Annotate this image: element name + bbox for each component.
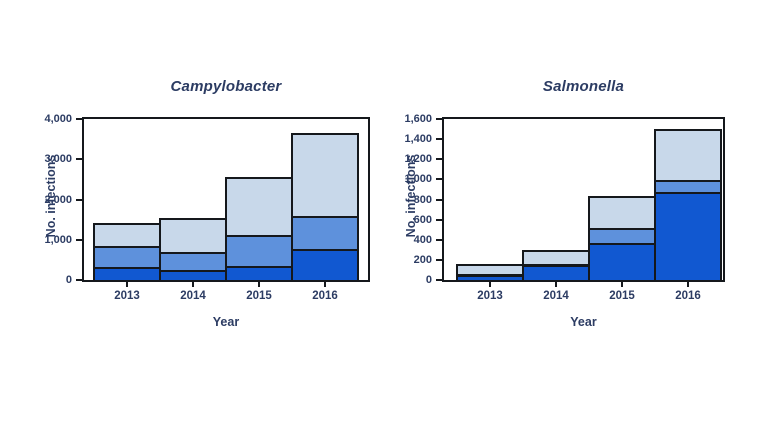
dark-blue-bottom-segment bbox=[95, 267, 159, 280]
x-tick-label-2016: 2016 bbox=[675, 290, 701, 302]
bar-2014 bbox=[159, 218, 227, 280]
y-axis-tick bbox=[436, 178, 442, 181]
x-axis-label: Year bbox=[212, 315, 240, 329]
y-tick-label: 1,000 bbox=[404, 173, 432, 186]
y-axis-tick bbox=[76, 158, 82, 161]
y-axis-tick bbox=[76, 238, 82, 241]
y-axis-tick bbox=[436, 258, 442, 261]
y-axis-tick bbox=[76, 198, 82, 201]
x-tick-label-2014: 2014 bbox=[180, 290, 206, 302]
x-axis-tick bbox=[555, 282, 557, 287]
y-axis-tick bbox=[436, 158, 442, 161]
y-axis-tick bbox=[436, 279, 442, 281]
y-axis-tick bbox=[436, 238, 442, 241]
dark-blue-bottom-segment bbox=[590, 243, 654, 280]
x-axis-tick bbox=[126, 282, 128, 287]
bar-2016 bbox=[291, 133, 359, 280]
x-tick-label-2014: 2014 bbox=[543, 290, 569, 302]
bar-2016 bbox=[654, 129, 722, 280]
x-axis-tick bbox=[687, 282, 689, 287]
bar-2013 bbox=[93, 223, 161, 280]
y-axis-tick bbox=[436, 138, 442, 141]
dark-blue-bottom-segment bbox=[227, 266, 291, 280]
y-axis-tick bbox=[436, 118, 442, 120]
y-tick-label: 600 bbox=[413, 213, 432, 226]
y-tick-label: 0 bbox=[65, 274, 72, 286]
x-tick-label-2013: 2013 bbox=[114, 290, 140, 302]
salmonella-chart: Salmonella No. infections Year 0 200 400 60… bbox=[385, 70, 745, 360]
x-axis-tick bbox=[192, 282, 194, 287]
x-tick-label-2015: 2015 bbox=[609, 290, 635, 302]
campylobacter-chart: Campylobacter No. infections Year 0 1,000… bbox=[25, 70, 385, 360]
bar-2015 bbox=[225, 177, 293, 280]
x-tick-label-2015: 2015 bbox=[246, 290, 272, 302]
x-axis-label: Year bbox=[570, 315, 597, 329]
x-tick-label-2013: 2013 bbox=[477, 290, 503, 302]
y-tick-label: 1,200 bbox=[404, 153, 432, 166]
plot-area bbox=[82, 117, 370, 282]
y-tick-label: 3,000 bbox=[44, 153, 72, 166]
dark-blue-bottom-segment bbox=[293, 249, 357, 280]
bar-2015 bbox=[588, 196, 656, 280]
y-tick-label: 0 bbox=[425, 274, 432, 286]
x-tick-label-2016: 2016 bbox=[312, 290, 338, 302]
x-axis-tick bbox=[258, 282, 260, 287]
y-tick-label: 1,000 bbox=[44, 233, 72, 246]
y-tick-label: 200 bbox=[413, 253, 432, 266]
y-axis-tick bbox=[436, 218, 442, 221]
y-axis-tick bbox=[76, 118, 82, 120]
chart-title: Campylobacter bbox=[170, 78, 282, 95]
y-tick-label: 1,400 bbox=[404, 133, 432, 146]
x-axis-tick bbox=[621, 282, 623, 287]
dark-blue-bottom-segment bbox=[161, 270, 225, 280]
y-tick-label: 2,000 bbox=[44, 193, 72, 206]
x-axis-tick bbox=[489, 282, 491, 287]
chart-title: Salmonella bbox=[542, 78, 625, 95]
bar-2013 bbox=[456, 264, 524, 280]
y-tick-label: 800 bbox=[413, 193, 432, 206]
dark-blue-bottom-segment bbox=[458, 275, 522, 280]
bar-2014 bbox=[522, 250, 590, 280]
y-axis-tick bbox=[76, 279, 82, 281]
y-tick-label: 400 bbox=[413, 233, 432, 246]
plot-area bbox=[442, 117, 725, 282]
y-tick-label: 1,600 bbox=[404, 113, 432, 125]
dark-blue-bottom-segment bbox=[524, 265, 588, 280]
y-axis-tick bbox=[436, 198, 442, 201]
y-tick-label: 4,000 bbox=[44, 113, 72, 125]
x-axis-tick bbox=[324, 282, 326, 287]
dark-blue-bottom-segment bbox=[656, 192, 720, 280]
